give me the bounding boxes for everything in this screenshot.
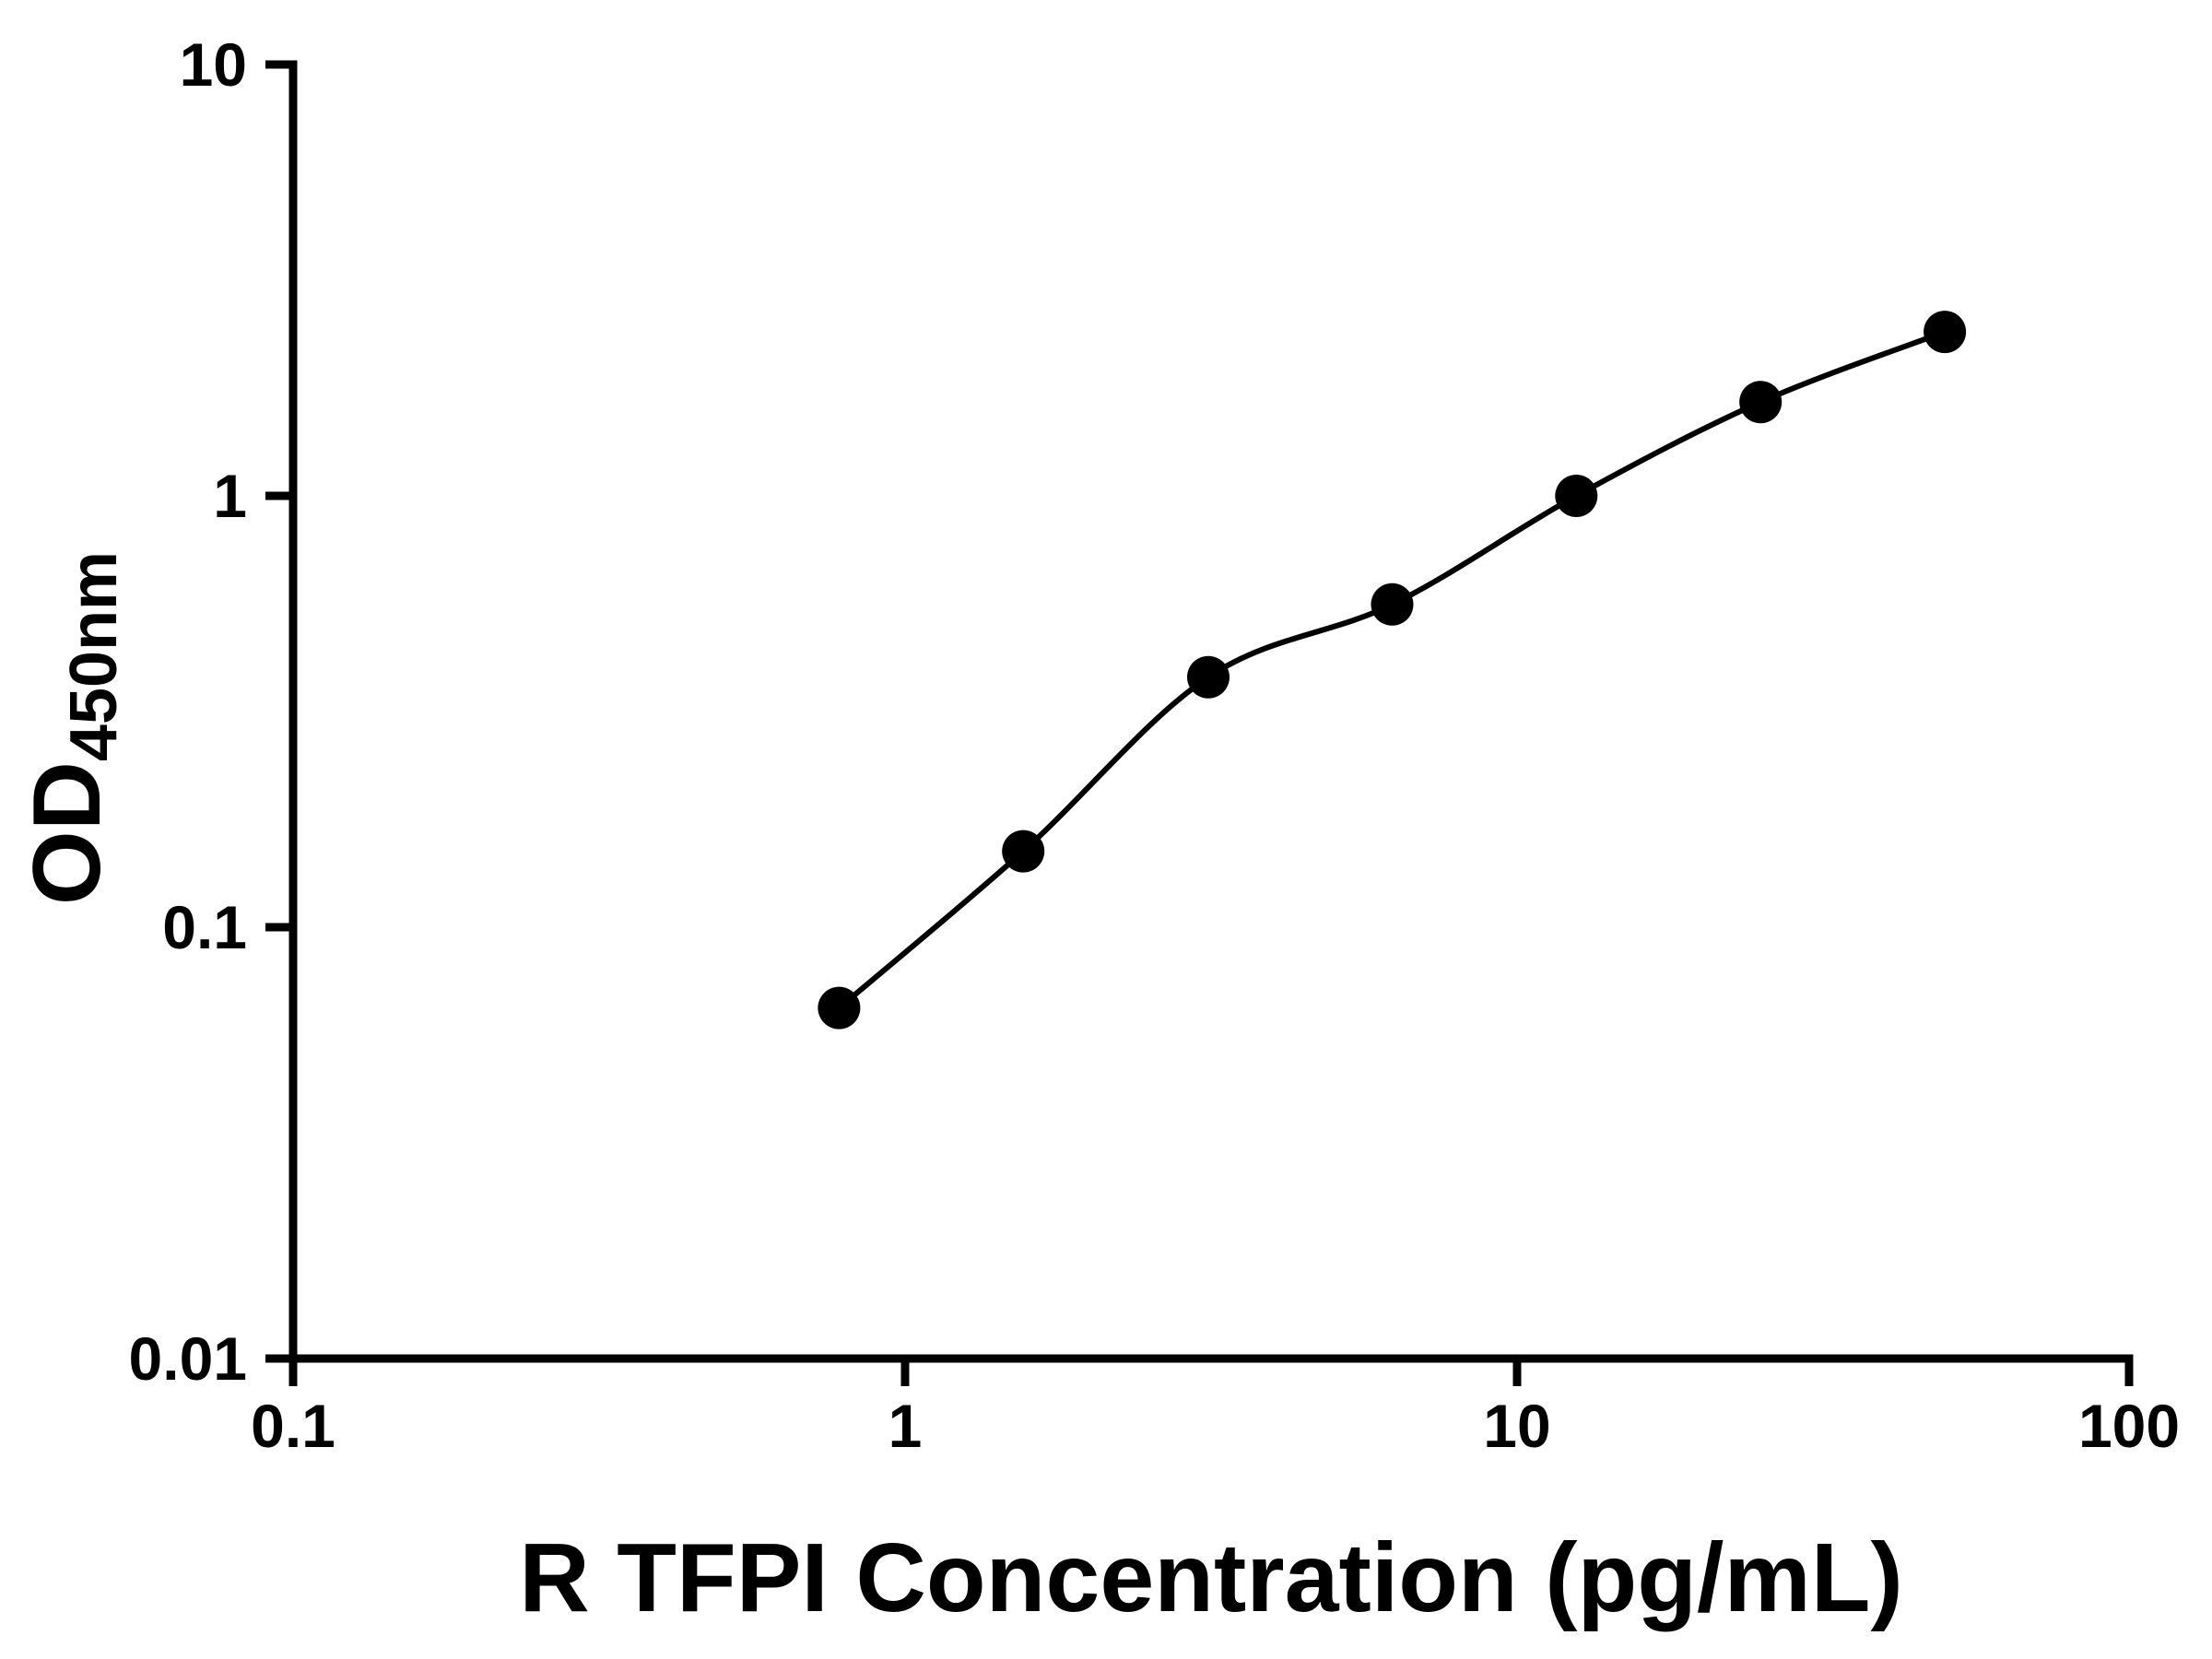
y-axis-title-main: OD [14,761,121,905]
x-tick-label: 10 [1483,1392,1550,1460]
y-tick-label: 10 [180,30,247,99]
axis-ticks [265,60,2134,1386]
y-tick-label: 0.1 [162,893,247,961]
fit-curve-layer [837,329,1947,1010]
data-point [818,986,861,1030]
x-axis-title: R TFPI Concentration (pg/mL) [519,1524,1903,1632]
y-axis-title: OD450nm [14,551,131,905]
data-point [1739,381,1783,424]
y-tick-label: 1 [213,462,247,530]
axes [288,60,2134,1363]
y-tick-label: 0.01 [129,1324,247,1393]
x-tick-label: 0.1 [251,1392,335,1460]
data-point [1924,311,1967,354]
axis-spines [288,60,2134,1363]
fit-curve [837,329,1947,1010]
data-point [1371,582,1414,626]
y-axis-title-sub: 450nm [57,551,131,761]
x-tick-label: 1 [888,1392,923,1460]
data-point [1187,655,1230,699]
data-point [1002,830,1045,873]
data-point [1555,475,1598,517]
x-tick-label: 100 [2078,1392,2180,1460]
data-points-layer [818,311,1967,1030]
